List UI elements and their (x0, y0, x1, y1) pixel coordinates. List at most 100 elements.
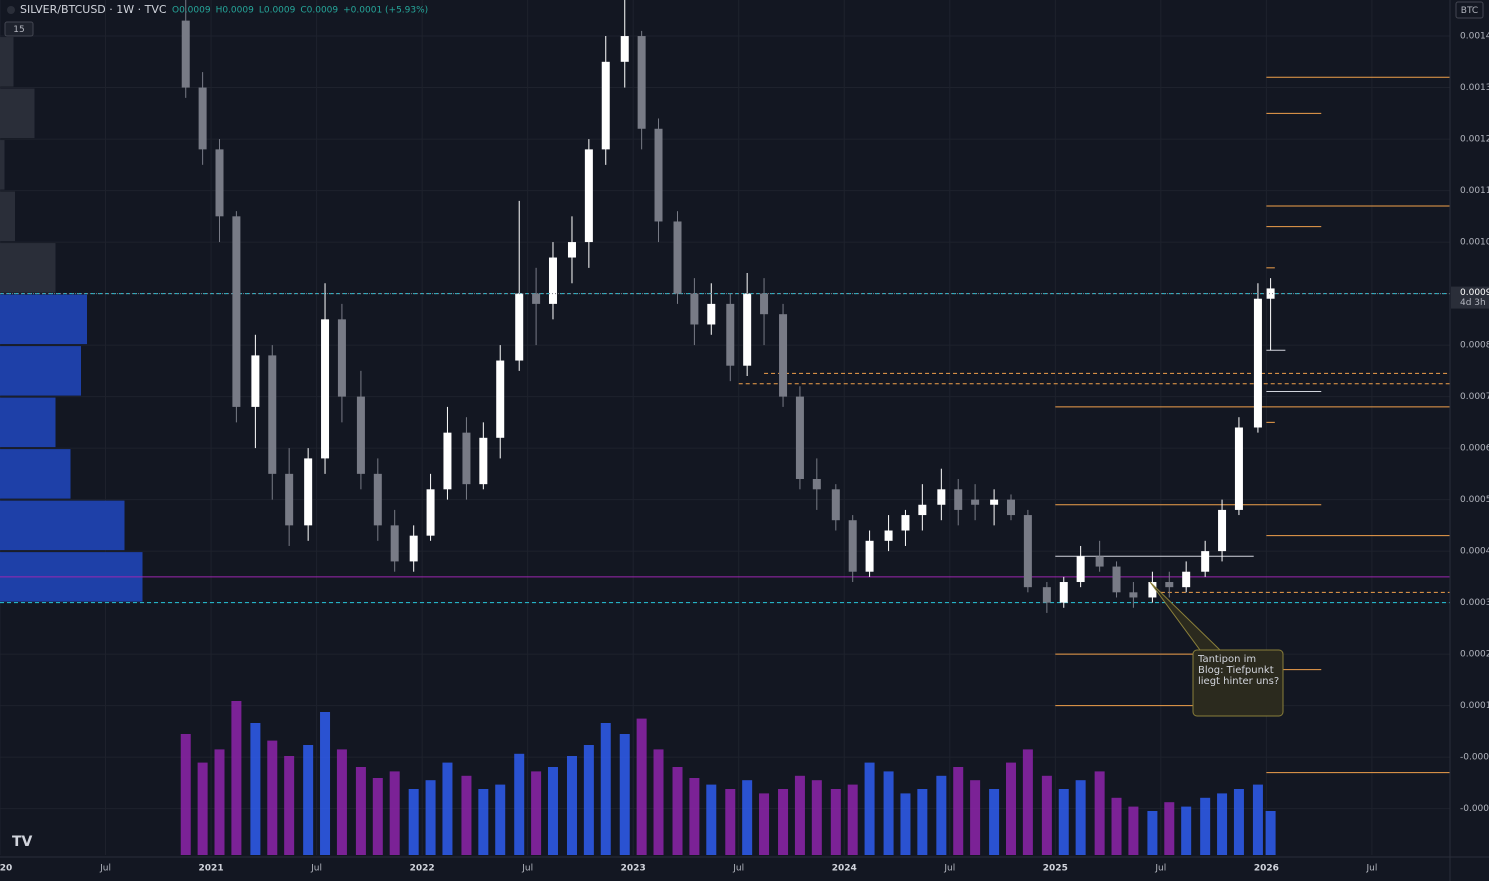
candle-body (181, 20, 190, 88)
volume-bar (600, 723, 611, 855)
last-price-tag (1451, 286, 1489, 309)
candle-body (990, 499, 999, 505)
volume-profile-bar (0, 397, 56, 448)
candle-body (707, 303, 716, 325)
y-tick-label: 0.0007 (1460, 392, 1489, 402)
x-tick-label: 2024 (832, 864, 857, 874)
volume-bar (636, 718, 647, 855)
volume-bar (389, 771, 400, 855)
last-price-label: 0.0009 (1460, 288, 1489, 298)
volume-bar (653, 749, 664, 855)
candle-body (743, 293, 752, 366)
logo[interactable]: TV (12, 834, 33, 850)
volume-bar (531, 771, 542, 855)
y-tick-label: 0.0014 (1460, 32, 1489, 42)
candle-body (443, 432, 452, 490)
x-tick-label: 2026 (1254, 864, 1279, 874)
volume-bar (778, 789, 789, 855)
candle-body (1253, 298, 1262, 428)
volume-bar (461, 775, 472, 855)
candle-body (268, 355, 277, 474)
volume-bar (303, 745, 314, 855)
candle-body (1218, 509, 1227, 552)
candle-body (760, 293, 769, 315)
volume-bar (1200, 797, 1211, 855)
candle-body (496, 360, 505, 438)
volume-bar (1058, 789, 1069, 855)
x-tick-label: 2022 (410, 864, 435, 874)
volume-bar (1005, 762, 1016, 855)
volume-bar (1022, 749, 1033, 855)
volume-bar (1233, 789, 1244, 855)
volume-bar (953, 767, 964, 855)
candle-body (1006, 499, 1015, 516)
candle-body (1266, 288, 1275, 299)
annotation-text: Tantipon im Blog: Tiefpunkt liegt hinter… (1198, 654, 1280, 687)
symbol-title[interactable]: SILVER/BTCUSD · 1W · TVC (20, 3, 167, 16)
volume-bar (425, 780, 436, 855)
candle-body (462, 432, 471, 485)
volume-bar (250, 723, 261, 855)
candle-body (532, 293, 541, 304)
volume-bar (284, 756, 295, 855)
candle-body (1042, 587, 1051, 603)
candle-body (548, 257, 557, 304)
candle-body (390, 525, 399, 562)
volume-bar (547, 767, 558, 855)
candle-body (812, 479, 821, 490)
volume-bar (583, 745, 594, 855)
volume-bar (830, 789, 841, 855)
currency-label[interactable]: BTC (1461, 6, 1478, 16)
volume-bar (495, 784, 506, 855)
candle-body (337, 319, 346, 397)
candle-body (1234, 427, 1243, 510)
candle-body (1148, 582, 1157, 598)
candle-body (918, 504, 927, 516)
x-tick-label: Jul (1365, 864, 1377, 874)
volume-profile-bar (0, 449, 71, 499)
volume-bar (759, 793, 770, 855)
candle-body (1112, 566, 1121, 593)
candle-body (848, 520, 857, 572)
candle-body (726, 303, 735, 366)
x-tick-label: 20 (0, 864, 12, 874)
y-tick-label: 0.0002 (1460, 650, 1489, 660)
volume-bar (320, 712, 331, 855)
volume-bar (214, 749, 225, 855)
indicator-badge-label[interactable]: 15 (13, 25, 24, 35)
candle-body (1182, 571, 1191, 588)
y-tick-label: 0.0006 (1460, 444, 1489, 454)
y-tick-label: 0.0013 (1460, 83, 1489, 93)
volume-bar (811, 780, 822, 855)
candle-body (409, 535, 418, 562)
volume-bar (1147, 811, 1158, 855)
annotation: Tantipon im Blog: Tiefpunkt liegt hinter… (1198, 654, 1280, 687)
currency-badge[interactable] (1455, 1, 1484, 19)
candle-body (515, 293, 524, 361)
x-tick-label: 2023 (621, 864, 646, 874)
y-tick-label: 0.0003 (1460, 598, 1489, 608)
volume-bar (1164, 802, 1175, 855)
volume-bar (847, 784, 858, 855)
volume-bar (566, 756, 577, 855)
volume-bar (864, 762, 875, 855)
ohlc-value: O0.0009 (172, 6, 211, 16)
indicator-badge[interactable] (4, 21, 34, 37)
candle-body (426, 489, 435, 536)
candle-body (251, 355, 260, 407)
volume-bar (408, 789, 419, 855)
ohlc-value: +0.0001 (+5.93%) (343, 6, 428, 16)
volume-bar (1217, 793, 1228, 855)
candle-body (567, 242, 576, 258)
candle-body (285, 473, 294, 526)
volume-profile-bar (0, 243, 56, 293)
y-tick-label: 0.0005 (1460, 495, 1489, 505)
ohlc-value: C0.0009 (300, 6, 338, 16)
ohlc-value: H0.0009 (216, 6, 255, 16)
x-tick-label: Jul (99, 864, 111, 874)
candle-body (1059, 582, 1068, 603)
volume-bar (336, 749, 347, 855)
candle-body (1076, 556, 1085, 583)
